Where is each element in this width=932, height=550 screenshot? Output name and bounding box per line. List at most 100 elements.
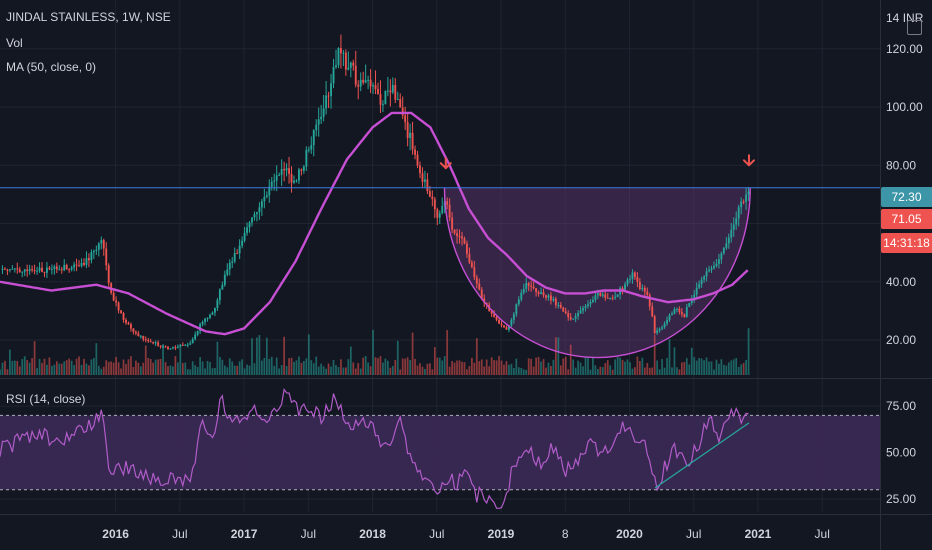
volume-bar bbox=[219, 357, 221, 375]
candle-body bbox=[463, 238, 466, 244]
volume-bar bbox=[713, 369, 715, 375]
volume-bar bbox=[300, 362, 303, 375]
candle-body bbox=[641, 287, 644, 290]
candle-body bbox=[633, 272, 636, 277]
volume-bar bbox=[228, 358, 231, 375]
candle-body bbox=[379, 93, 382, 105]
candle-body bbox=[88, 258, 90, 261]
symbol-title[interactable]: JINDAL STAINLESS, 1W, NSE bbox=[6, 10, 171, 24]
volume-bar bbox=[671, 367, 673, 375]
volume-bar bbox=[142, 362, 145, 375]
rsi-legend[interactable]: RSI (14, close) bbox=[6, 392, 86, 406]
volume-bar bbox=[401, 358, 404, 375]
volume-bar bbox=[416, 365, 419, 375]
candle-body bbox=[685, 306, 688, 317]
candle-body bbox=[401, 107, 404, 116]
candle-body bbox=[391, 84, 394, 93]
candle-body bbox=[542, 292, 545, 296]
candle-body bbox=[683, 314, 686, 317]
candle-body bbox=[273, 180, 276, 182]
candle-body bbox=[446, 201, 449, 205]
candle-body bbox=[322, 108, 325, 117]
candle-body bbox=[557, 305, 560, 307]
volume-bar bbox=[505, 361, 508, 375]
volume-bar bbox=[433, 346, 436, 375]
candle-body bbox=[330, 83, 332, 96]
candle-body bbox=[179, 344, 182, 347]
candle-body bbox=[280, 169, 283, 175]
volume-bar bbox=[621, 359, 624, 375]
candle-body bbox=[297, 169, 300, 181]
volume-bar bbox=[147, 357, 150, 375]
candle-body bbox=[68, 269, 71, 271]
volume-bar bbox=[643, 367, 646, 375]
candle-body bbox=[436, 209, 439, 218]
candle-body bbox=[409, 132, 412, 138]
candle-body bbox=[162, 346, 164, 348]
volume-bar bbox=[732, 359, 735, 375]
candle-body bbox=[653, 316, 656, 333]
candle-body bbox=[194, 334, 197, 340]
candle-body bbox=[490, 310, 493, 314]
volume-bar bbox=[377, 358, 379, 375]
volume-bar bbox=[527, 358, 530, 375]
chart-settings-square-icon[interactable] bbox=[907, 20, 922, 35]
candle-body bbox=[362, 79, 365, 83]
candle-body bbox=[614, 296, 617, 298]
candle-body bbox=[176, 346, 179, 348]
volume-bar bbox=[461, 361, 463, 375]
volume-bar bbox=[122, 359, 125, 375]
volume-bar bbox=[695, 360, 698, 375]
volume-bar bbox=[342, 367, 345, 375]
volume-bar bbox=[251, 338, 253, 375]
candle-body bbox=[431, 196, 434, 200]
candle-body bbox=[28, 269, 31, 272]
candle-body bbox=[347, 67, 350, 70]
candle-body bbox=[515, 304, 518, 315]
candle-body bbox=[545, 295, 547, 298]
candle-body bbox=[572, 318, 575, 320]
candle-body bbox=[638, 282, 641, 290]
cup-outline bbox=[443, 187, 751, 359]
candle-body bbox=[359, 79, 362, 87]
volume-bar bbox=[399, 369, 402, 375]
candle-body bbox=[559, 305, 562, 308]
candle-body bbox=[589, 301, 592, 305]
volume-bar bbox=[6, 369, 9, 375]
candle-body bbox=[122, 313, 125, 320]
volume-bar bbox=[651, 367, 654, 375]
candle-body bbox=[265, 195, 268, 197]
volume-bar bbox=[88, 365, 90, 375]
volume-bar bbox=[458, 360, 461, 375]
candle-body bbox=[609, 297, 612, 299]
volume-bar bbox=[270, 356, 273, 375]
volume-bar bbox=[438, 357, 441, 375]
candle-body bbox=[125, 319, 127, 323]
candle-body bbox=[278, 174, 281, 176]
volume-bar bbox=[611, 369, 614, 375]
candle-body bbox=[626, 279, 629, 285]
candle-body bbox=[6, 269, 9, 271]
candle-body bbox=[485, 302, 488, 305]
volume-bar bbox=[186, 369, 189, 375]
volume-bar bbox=[236, 365, 239, 375]
volume-bar bbox=[58, 363, 61, 375]
volume-legend[interactable]: Vol bbox=[6, 36, 23, 50]
candle-body bbox=[493, 313, 496, 317]
volume-bar bbox=[125, 363, 127, 375]
volume-bar bbox=[16, 360, 19, 375]
ma-legend[interactable]: MA (50, close, 0) bbox=[6, 60, 97, 74]
volume-bar bbox=[347, 359, 350, 375]
down-arrow-icon bbox=[439, 157, 452, 170]
volume-bar bbox=[36, 368, 38, 375]
candle-body bbox=[339, 48, 342, 54]
candle-body bbox=[535, 288, 538, 293]
volume-bar bbox=[102, 366, 105, 375]
time-tick-label: Jul bbox=[301, 527, 316, 541]
volume-bar bbox=[231, 361, 234, 375]
candle-body bbox=[354, 65, 357, 85]
volume-bar bbox=[28, 362, 31, 375]
candle-body bbox=[159, 345, 162, 347]
volume-bar bbox=[525, 369, 528, 375]
